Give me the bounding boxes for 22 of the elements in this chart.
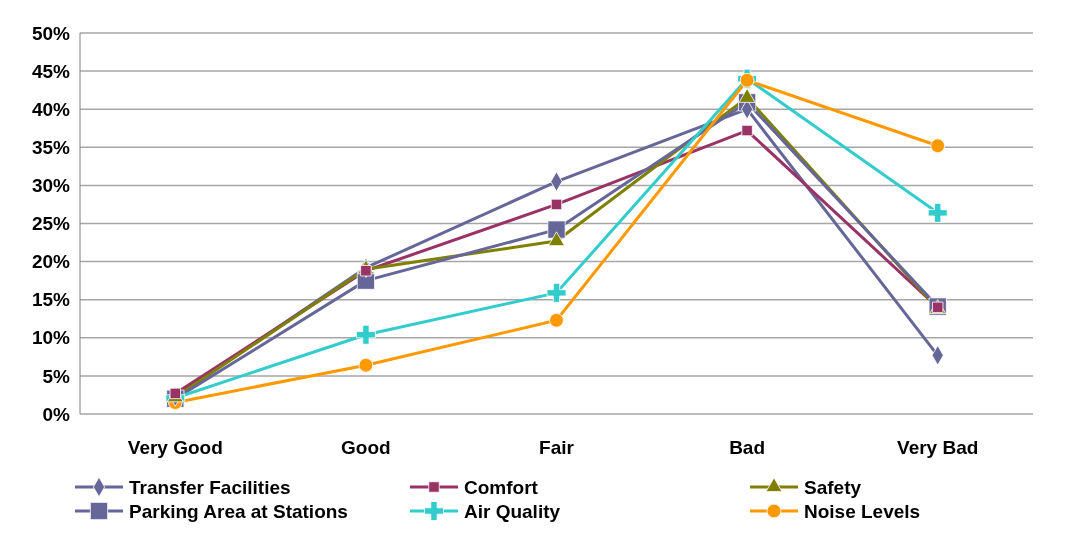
y-tick-label: 30% [31, 175, 71, 197]
y-tick-label: 5% [42, 365, 71, 387]
y-tick-label: 50% [31, 22, 71, 44]
x-tick-label: Good [341, 437, 391, 458]
y-tick-label: 20% [31, 251, 71, 273]
legend-label: Transfer Facilities [129, 476, 291, 498]
y-tick-label: 15% [31, 289, 71, 311]
y-tick-label: 45% [31, 60, 71, 82]
y-tick-label: 0% [42, 403, 71, 425]
y-tick-label: 10% [31, 327, 71, 349]
x-tick-label: Very Bad [897, 437, 979, 458]
y-tick-label: 40% [31, 98, 71, 120]
legend-label: Safety [804, 476, 862, 498]
legend-label: Air Quality [464, 500, 561, 522]
y-tick-label: 35% [31, 136, 71, 158]
y-tick-label: 25% [31, 213, 71, 235]
legend-label: Parking Area at Stations [129, 500, 348, 522]
legend-label: Comfort [464, 476, 539, 498]
x-tick-label: Bad [729, 437, 766, 458]
x-tick-label: Fair [539, 437, 575, 458]
legend-label: Noise Levels [804, 500, 921, 522]
x-tick-label: Very Good [127, 437, 223, 458]
